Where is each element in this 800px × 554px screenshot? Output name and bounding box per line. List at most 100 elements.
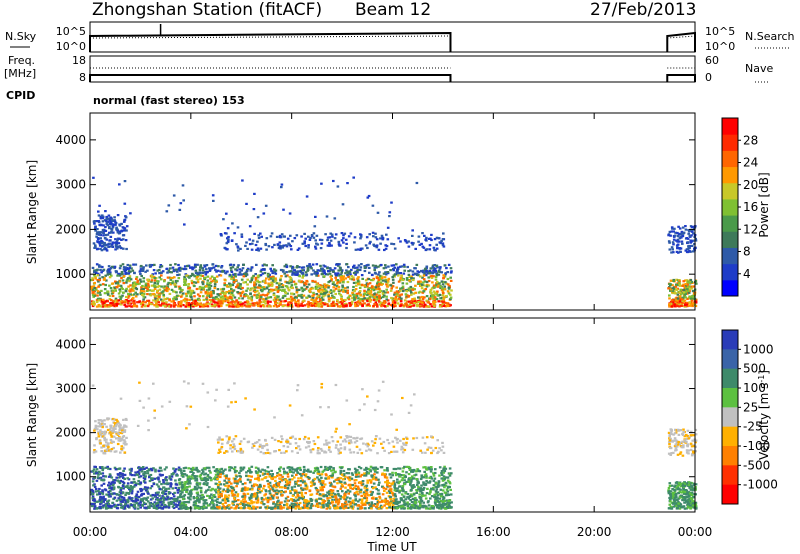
data-cell (150, 289, 154, 292)
data-cell (172, 498, 175, 501)
data-cell (383, 304, 386, 307)
data-cell (121, 226, 125, 229)
data-cell (282, 506, 286, 509)
data-cell (408, 275, 412, 278)
data-cell (276, 243, 280, 246)
data-cell (202, 499, 205, 502)
data-cell (309, 481, 313, 484)
data-cell (198, 299, 201, 302)
data-cell (447, 286, 451, 289)
data-cell (306, 286, 309, 289)
data-cell (205, 268, 208, 271)
data-cell (392, 267, 395, 271)
data-cell (130, 469, 133, 472)
data-cell (385, 491, 389, 494)
data-cell (375, 276, 379, 280)
data-cell (191, 272, 194, 275)
data-cell (162, 302, 165, 305)
data-cell (357, 276, 360, 279)
data-cell (246, 301, 249, 304)
data-cell (413, 267, 416, 270)
data-cell (129, 290, 132, 293)
data-cell (250, 248, 254, 251)
data-cell (406, 300, 409, 303)
data-cell (410, 275, 413, 278)
data-cell (125, 299, 128, 302)
data-cell (150, 284, 154, 287)
data-cell (430, 487, 433, 490)
colorbar-swatch (722, 215, 738, 232)
data-cell (357, 465, 361, 469)
data-cell (278, 234, 282, 237)
data-cell (193, 477, 197, 480)
data-cell (179, 302, 182, 305)
data-cell (184, 503, 188, 507)
data-cell (315, 301, 319, 304)
data-cell (328, 304, 332, 307)
data-cell (201, 497, 205, 500)
data-cell (673, 298, 676, 301)
data-cell (431, 294, 434, 297)
data-cell (128, 264, 132, 267)
data-cell (99, 217, 103, 220)
data-cell (685, 303, 688, 306)
data-cell (244, 271, 248, 274)
data-cell (184, 466, 188, 469)
data-cell (246, 492, 250, 495)
data-cell (102, 234, 105, 237)
data-cell (219, 298, 223, 301)
data-cell (311, 294, 314, 297)
data-cell (235, 269, 239, 272)
data-cell (280, 283, 283, 286)
data-cell (276, 484, 279, 487)
data-cell (404, 240, 408, 243)
data-cell (223, 232, 227, 235)
data-cell (151, 493, 155, 497)
data-cell (253, 192, 256, 195)
data-cell (330, 279, 333, 282)
data-cell (275, 482, 279, 485)
data-cell (399, 474, 403, 477)
data-cell (124, 272, 127, 275)
data-cell (106, 233, 110, 236)
data-cell (203, 265, 207, 268)
data-cell (101, 269, 105, 272)
data-cell (286, 237, 290, 240)
data-cell (159, 278, 163, 281)
data-cell (291, 273, 294, 276)
data-cell (177, 466, 181, 469)
data-cell (124, 266, 127, 269)
data-cell (429, 267, 433, 270)
data-cell (301, 495, 304, 498)
data-cell (240, 305, 244, 308)
data-cell (368, 282, 372, 285)
data-cell (100, 215, 103, 219)
data-cell (140, 264, 143, 268)
data-cell (253, 281, 256, 284)
data-cell (290, 486, 294, 489)
data-cell (365, 499, 369, 502)
data-cell (399, 289, 402, 292)
data-cell (269, 493, 273, 496)
data-cell (300, 487, 303, 490)
data-cell (407, 477, 411, 480)
data-cell (449, 279, 453, 282)
data-cell (104, 283, 107, 287)
data-cell (414, 291, 417, 294)
data-cell (375, 497, 378, 500)
data-cell (241, 489, 244, 492)
data-cell (145, 264, 148, 267)
data-cell (292, 280, 296, 283)
data-cell (335, 499, 338, 502)
data-cell (123, 301, 126, 304)
data-cell (342, 275, 346, 278)
data-cell (202, 502, 206, 505)
data-cell (678, 281, 681, 284)
data-cell (203, 473, 206, 476)
data-cell (115, 228, 118, 231)
data-cell (312, 269, 315, 272)
data-cell (325, 215, 329, 218)
data-cell (322, 269, 326, 273)
data-cell (183, 300, 187, 303)
